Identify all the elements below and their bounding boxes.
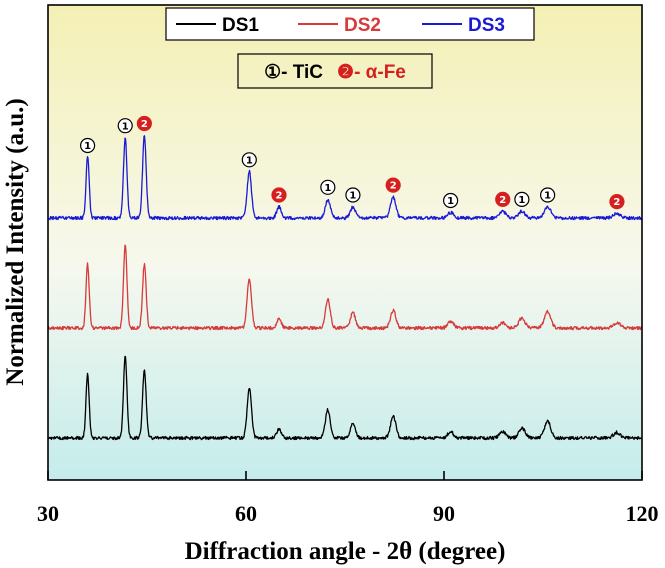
peak-marker-number: 2	[613, 197, 620, 208]
legend-label-ds3: DS3	[468, 15, 505, 36]
x-tick-label-120: 120	[626, 501, 659, 526]
tic-peak-marker: 1	[117, 118, 133, 134]
series-legend-items: DS1 DS2 DS3	[176, 15, 505, 36]
peak-marker-layer: 1 1 2 1 2 1 1 2 1 2 1 1 2	[79, 115, 625, 210]
x-tick-label-30: 30	[37, 501, 59, 526]
series-line-ds1	[47, 355, 643, 441]
y-axis-title: Normalized Intensity (a.u.)	[2, 98, 29, 385]
alpha-fe-peak-marker: 2	[495, 191, 511, 207]
peak-marker-circle	[514, 191, 530, 207]
phase-legend: ①- TiC ❷- α-Fe	[237, 53, 433, 89]
peak-marker-number: 1	[349, 191, 356, 202]
peak-marker-number: 1	[246, 155, 253, 166]
peak-marker-number: 2	[276, 191, 283, 202]
peak-marker-circle	[540, 187, 556, 203]
peak-marker-circle	[345, 187, 361, 203]
peak-marker-number: 2	[390, 181, 397, 192]
fe-legend-label: - α-Fe	[354, 62, 406, 83]
peak-marker-number: 2	[141, 119, 148, 130]
tic-legend-label: - TiC	[281, 62, 323, 83]
x-tick-label-90: 90	[433, 501, 455, 526]
fe-marker-symbol: ❷	[337, 62, 354, 83]
series-layer	[47, 135, 643, 441]
peak-marker-circle	[443, 192, 459, 209]
peak-marker-number: 1	[518, 195, 525, 206]
alpha-fe-peak-marker: 2	[609, 194, 625, 210]
peak-marker-number: 1	[324, 183, 331, 194]
phase-legend-box	[237, 53, 433, 89]
peak-marker-number: 1	[84, 141, 91, 152]
peak-marker-circle	[117, 118, 133, 134]
alpha-fe-peak-marker: 2	[385, 177, 401, 193]
phase-legend-text: ①- TiC ❷- α-Fe	[264, 62, 406, 83]
tic-peak-marker: 1	[443, 192, 459, 209]
legend-label-ds2: DS2	[344, 15, 381, 36]
peak-marker-circle	[385, 177, 401, 193]
x-tick-label-60: 60	[235, 501, 257, 526]
series-line-ds2	[47, 244, 643, 331]
peak-marker-number: 1	[122, 121, 129, 132]
tic-peak-marker: 1	[79, 137, 96, 154]
peak-marker-circle	[241, 152, 257, 168]
series-legend: DS1 DS2 DS3	[165, 7, 535, 41]
tic-peak-marker: 1	[320, 179, 336, 195]
x-axis-title: Diffraction angle - 2θ (degree)	[185, 538, 506, 565]
x-axis: 30 60 90 120	[37, 471, 659, 526]
alpha-fe-peak-marker: 2	[136, 115, 152, 132]
tic-peak-marker: 1	[514, 191, 530, 207]
plot-background	[48, 5, 642, 480]
tic-peak-marker: 1	[241, 152, 257, 168]
peak-marker-circle	[495, 191, 511, 207]
tic-peak-marker: 1	[345, 187, 361, 203]
peak-marker-circle	[320, 179, 336, 195]
tic-peak-marker: 1	[540, 187, 556, 203]
peak-marker-number: 1	[447, 196, 454, 207]
legend-label-ds1: DS1	[222, 15, 259, 36]
series-line-ds3	[47, 135, 643, 221]
peak-marker-circle	[271, 187, 287, 203]
peak-marker-circle	[609, 194, 625, 210]
peak-marker-circle	[136, 115, 152, 132]
series-legend-box	[165, 7, 535, 41]
peak-marker-number: 1	[544, 191, 551, 202]
peak-marker-number: 2	[499, 195, 506, 206]
alpha-fe-peak-marker: 2	[271, 187, 287, 203]
tic-marker-symbol: ①	[264, 62, 281, 83]
plot-frame	[47, 4, 643, 481]
peak-marker-circle	[79, 137, 96, 154]
